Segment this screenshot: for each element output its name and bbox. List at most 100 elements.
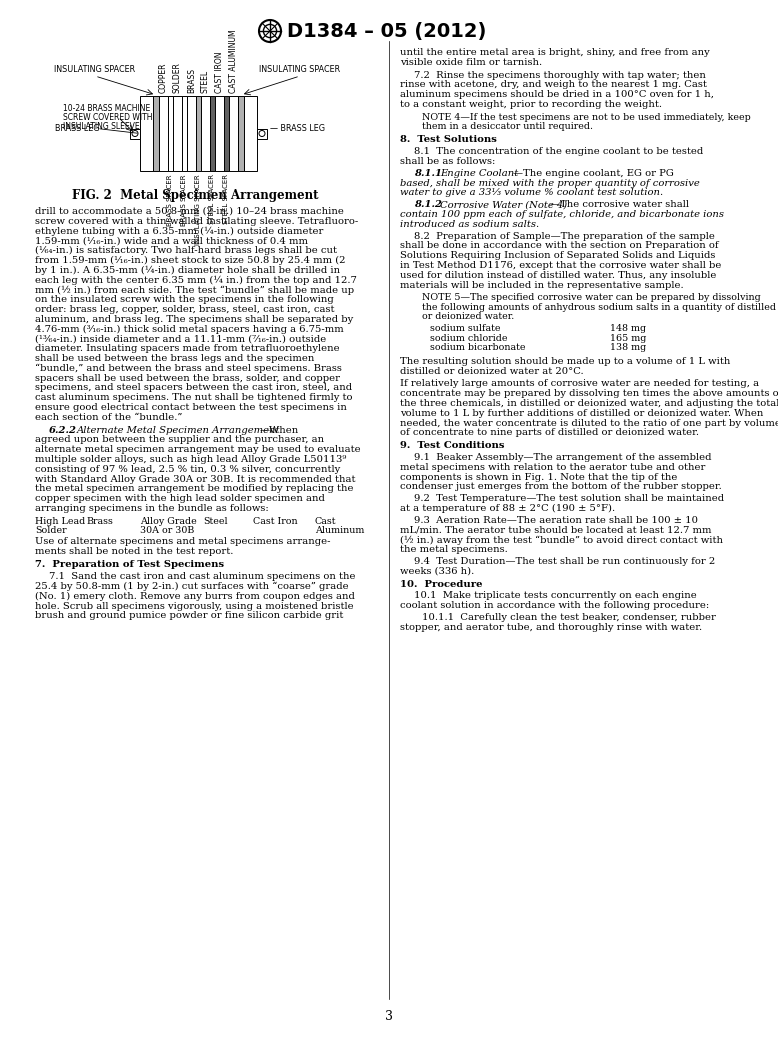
Text: at a temperature of 88 ± 2°C (190 ± 5°F).: at a temperature of 88 ± 2°C (190 ± 5°F)… [400, 504, 615, 513]
Text: Aluminum: Aluminum [315, 526, 364, 535]
Text: brush and ground pumice powder or fine silicon carbide grit: brush and ground pumice powder or fine s… [35, 611, 343, 620]
Bar [224, 96, 229, 171]
Text: consisting of 97 % lead, 2.5 % tin, 0.3 % silver, concurrently: consisting of 97 % lead, 2.5 % tin, 0.3 … [35, 464, 340, 474]
Text: Use of alternate specimens and metal specimens arrange-: Use of alternate specimens and metal spe… [35, 537, 331, 545]
Text: aluminum, and brass leg. The specimens shall be separated by: aluminum, and brass leg. The specimens s… [35, 314, 353, 324]
Text: —When: —When [260, 426, 300, 434]
Text: BRASS SPACER: BRASS SPACER [167, 174, 173, 226]
Text: ethylene tubing with a 6.35-mm (¼-in.) outside diameter: ethylene tubing with a 6.35-mm (¼-in.) o… [35, 227, 324, 236]
Bar [130, 128, 140, 138]
Text: ments shall be noted in the test report.: ments shall be noted in the test report. [35, 547, 233, 556]
Text: STEEL SPACER: STEEL SPACER [223, 174, 230, 224]
Text: distilled or deionized water at 20°C.: distilled or deionized water at 20°C. [400, 366, 584, 376]
Bar [215, 96, 224, 171]
Text: 138 mg: 138 mg [610, 344, 647, 352]
Text: 7.  Preparation of Test Specimens: 7. Preparation of Test Specimens [35, 560, 224, 569]
Text: the following amounts of anhydrous sodium salts in a quantity of distilled: the following amounts of anhydrous sodiu… [422, 303, 776, 311]
Text: (¹³⁄₆₄-in.) inside diameter and a 11.11-mm (⁷⁄₁₆-in.) outside: (¹³⁄₆₄-in.) inside diameter and a 11.11-… [35, 334, 326, 344]
Text: stopper, and aerator tube, and thoroughly rinse with water.: stopper, and aerator tube, and thoroughl… [400, 623, 702, 632]
Text: based, shall be mixed with the proper quantity of corrosive: based, shall be mixed with the proper qu… [400, 179, 699, 187]
Text: 25.4 by 50.8-mm (1 by 2-in.) cut surfaces with “coarse” grade: 25.4 by 50.8-mm (1 by 2-in.) cut surface… [35, 582, 349, 591]
Text: INSULATING SPACER: INSULATING SPACER [259, 65, 341, 74]
Text: (No. 1) emery cloth. Remove any burrs from coupon edges and: (No. 1) emery cloth. Remove any burrs fr… [35, 591, 355, 601]
Bar [182, 96, 187, 171]
Text: agreed upon between the supplier and the purchaser, an: agreed upon between the supplier and the… [35, 435, 324, 445]
Text: BRASS SPACER: BRASS SPACER [181, 174, 187, 226]
Text: materials will be included in the representative sample.: materials will be included in the repres… [400, 281, 684, 289]
Text: 9.1  Beaker Assembly—The arrangement of the assembled: 9.1 Beaker Assembly—The arrangement of t… [414, 453, 712, 462]
Text: sodium chloride: sodium chloride [430, 334, 507, 342]
Text: 30A or 30B: 30A or 30B [140, 526, 194, 535]
Text: components is shown in Fig. 1. Note that the tip of the: components is shown in Fig. 1. Note that… [400, 473, 678, 482]
Text: 8.2  Preparation of Sample—The preparation of the sample: 8.2 Preparation of Sample—The preparatio… [414, 231, 715, 240]
Text: 165 mg: 165 mg [610, 334, 647, 342]
Text: CAST IRON: CAST IRON [215, 51, 224, 93]
Text: until the entire metal area is bright, shiny, and free from any: until the entire metal area is bright, s… [400, 48, 710, 57]
Text: hole. Scrub all specimens vigorously, using a moistened bristle: hole. Scrub all specimens vigorously, us… [35, 602, 354, 611]
Text: INSULATING SLEEVE: INSULATING SLEEVE [63, 122, 139, 131]
Text: —The corrosive water shall: —The corrosive water shall [550, 200, 689, 209]
Text: mm (½ in.) from each side. The test “bundle” shall be made up: mm (½ in.) from each side. The test “bun… [35, 285, 354, 295]
Text: 7.2  Rinse the specimens thoroughly with tap water; then: 7.2 Rinse the specimens thoroughly with … [414, 71, 706, 79]
Text: Engine Coolant: Engine Coolant [440, 169, 518, 178]
Text: Cast Iron: Cast Iron [253, 516, 298, 526]
Text: 7.1  Sand the cast iron and cast aluminum specimens on the: 7.1 Sand the cast iron and cast aluminum… [49, 573, 356, 581]
Bar [140, 96, 153, 171]
Bar [168, 96, 173, 171]
Bar [187, 96, 196, 171]
Text: CAST ALUMINUM: CAST ALUMINUM [229, 29, 238, 93]
Bar [229, 96, 238, 171]
Text: STEEL SPACER: STEEL SPACER [209, 174, 216, 224]
Text: D1384 – 05 (2012): D1384 – 05 (2012) [287, 22, 486, 41]
Text: High Lead: High Lead [35, 516, 86, 526]
Text: BRASS: BRASS [187, 68, 196, 93]
Text: the metal specimens.: the metal specimens. [400, 545, 508, 554]
Text: spacers shall be used between the brass, solder, and copper: spacers shall be used between the brass,… [35, 374, 340, 383]
Text: mL/min. The aerator tube should be located at least 12.7 mm: mL/min. The aerator tube should be locat… [400, 526, 712, 535]
Text: 148 mg: 148 mg [610, 325, 646, 333]
Text: NOTE 5—The specified corrosive water can be prepared by dissolving: NOTE 5—The specified corrosive water can… [422, 294, 761, 302]
Text: each section of the “bundle.”: each section of the “bundle.” [35, 413, 182, 422]
Text: ensure good electrical contact between the test specimens in: ensure good electrical contact between t… [35, 403, 347, 412]
Text: Solutions Requiring Inclusion of Separated Solids and Liquids: Solutions Requiring Inclusion of Separat… [400, 251, 716, 260]
Bar [257, 128, 267, 138]
Text: with Standard Alloy Grade 30A or 30B. It is recommended that: with Standard Alloy Grade 30A or 30B. It… [35, 475, 356, 484]
Text: contain 100 ppm each of sulfate, chloride, and bicarbonate ions: contain 100 ppm each of sulfate, chlorid… [400, 210, 724, 219]
Text: coolant solution in accordance with the following procedure:: coolant solution in accordance with the … [400, 602, 710, 610]
Text: condenser just emerges from the bottom of the rubber stopper.: condenser just emerges from the bottom o… [400, 482, 722, 491]
Text: SOLDER: SOLDER [173, 62, 182, 93]
Text: (¹⁄₆₄-in.) is satisfactory. Two half-hard brass legs shall be cut: (¹⁄₆₄-in.) is satisfactory. Two half-har… [35, 247, 337, 255]
Text: aluminum specimens should be dried in a 100°C oven for 1 h,: aluminum specimens should be dried in a … [400, 91, 714, 99]
Text: 10.1  Make triplicate tests concurrently on each engine: 10.1 Make triplicate tests concurrently … [414, 591, 697, 601]
Text: 10.1.1  Carefully clean the test beaker, condenser, rubber: 10.1.1 Carefully clean the test beaker, … [422, 613, 716, 623]
Text: drill to accommodate a 50.8-mm (2-in.) 10–24 brass machine: drill to accommodate a 50.8-mm (2-in.) 1… [35, 207, 344, 215]
Text: multiple solder alloys, such as high lead Alloy Grade L50113⁹: multiple solder alloys, such as high lea… [35, 455, 346, 464]
Bar [173, 96, 182, 171]
Text: shall be as follows:: shall be as follows: [400, 157, 496, 166]
Text: SCREW COVERED WITH: SCREW COVERED WITH [63, 113, 152, 122]
Text: 8.  Test Solutions: 8. Test Solutions [400, 135, 497, 145]
Text: on the insulated screw with the specimens in the following: on the insulated screw with the specimen… [35, 296, 334, 304]
Text: 10-24 BRASS MACHINE: 10-24 BRASS MACHINE [63, 104, 150, 113]
Bar [201, 96, 210, 171]
Text: arranging specimens in the bundle as follows:: arranging specimens in the bundle as fol… [35, 504, 268, 513]
Bar [244, 96, 257, 171]
Text: in Test Method D1176, except that the corrosive water shall be: in Test Method D1176, except that the co… [400, 261, 721, 270]
Text: by 1 in.). A 6.35-mm (¼-in.) diameter hole shall be drilled in: by 1 in.). A 6.35-mm (¼-in.) diameter ho… [35, 265, 340, 275]
Text: Corrosive Water (Note 4): Corrosive Water (Note 4) [440, 200, 567, 209]
Text: —The engine coolant, EG or PG: —The engine coolant, EG or PG [513, 169, 674, 178]
Text: Cast: Cast [315, 516, 337, 526]
Text: BRASS LEG: BRASS LEG [55, 124, 100, 133]
Text: used for dilution instead of distilled water. Thus, any insoluble: used for dilution instead of distilled w… [400, 271, 717, 280]
Bar [196, 96, 201, 171]
Text: COPPER: COPPER [159, 62, 168, 93]
Bar [153, 96, 159, 171]
Text: weeks (336 h).: weeks (336 h). [400, 566, 475, 576]
Text: 9.4  Test Duration—The test shall be run continuously for 2: 9.4 Test Duration—The test shall be run … [414, 557, 715, 566]
Text: to a constant weight, prior to recording the weight.: to a constant weight, prior to recording… [400, 100, 662, 109]
Text: Brass: Brass [87, 516, 114, 526]
Text: of concentrate to nine parts of distilled or deionized water.: of concentrate to nine parts of distille… [400, 429, 699, 437]
Text: “bundle,” and between the brass and steel specimens. Brass: “bundle,” and between the brass and stee… [35, 363, 342, 373]
Text: specimens, and steel spacers between the cast iron, steel, and: specimens, and steel spacers between the… [35, 383, 352, 392]
Text: or deionized water.: or deionized water. [422, 312, 514, 321]
